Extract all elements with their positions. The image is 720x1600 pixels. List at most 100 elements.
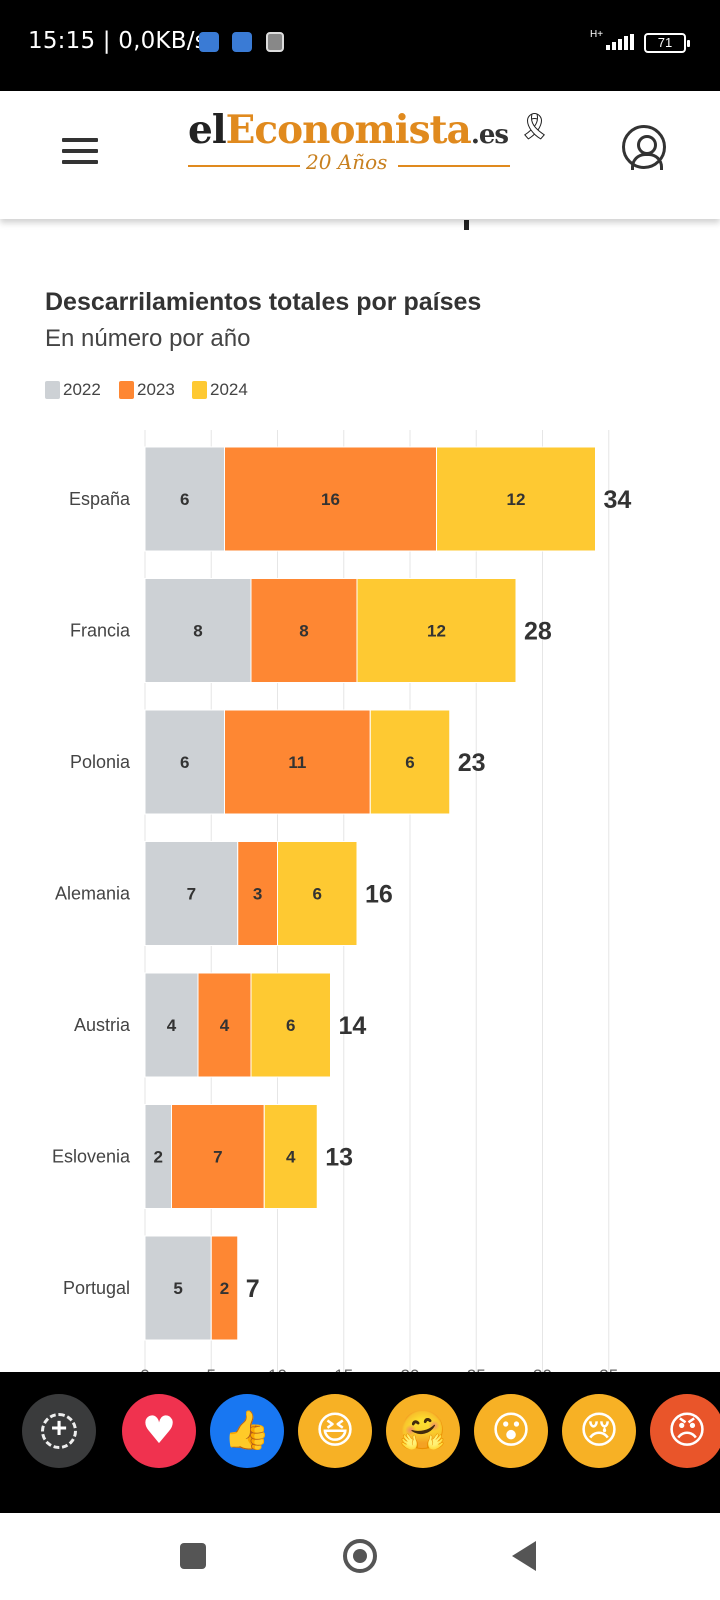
- category-label: Austria: [74, 1015, 131, 1035]
- bar-value-label: 7: [187, 885, 196, 904]
- x-tick-label: 5: [207, 1366, 216, 1372]
- plus-icon: +: [50, 1412, 68, 1443]
- bar-value-label: 2: [220, 1279, 229, 1298]
- crying-face-icon: 😢: [579, 1408, 619, 1452]
- battery-icon: 71: [644, 33, 690, 53]
- recent-apps-button[interactable]: [180, 1543, 206, 1569]
- bar-segment-2023: [171, 1104, 265, 1209]
- laughing-face-icon: 😆: [315, 1408, 355, 1452]
- x-tick-label: 35: [599, 1366, 618, 1372]
- bar-segment-2023: [250, 578, 358, 683]
- bar-total-label: 13: [325, 1144, 353, 1172]
- bar-value-label: 3: [253, 885, 262, 904]
- x-tick-label: 0: [140, 1366, 149, 1372]
- bar-segment-2023: [224, 446, 437, 552]
- chart-title: Descarrilamientos totales por países: [45, 288, 482, 316]
- x-tick-label: 10: [268, 1366, 287, 1372]
- bar-value-label: 8: [193, 622, 202, 641]
- bar-segment-2024: [436, 446, 596, 552]
- love-reaction-button[interactable]: ♥: [122, 1394, 196, 1468]
- bar-chart: 05101520253035España6161234Francia881228…: [52, 430, 632, 1372]
- bar-value-label: 5: [173, 1279, 182, 1298]
- bar-segment-2024: [277, 841, 358, 946]
- signal-icon: [606, 34, 634, 50]
- legend-swatch: [192, 381, 207, 399]
- legend-label: 2023: [137, 380, 175, 399]
- bar-total-label: 7: [246, 1275, 260, 1303]
- bar-segment-2022: [144, 1235, 212, 1341]
- bar-value-label: 11: [288, 753, 306, 772]
- bar-value-label: 6: [180, 753, 189, 772]
- bar-segment-2022: [144, 446, 225, 552]
- like-reaction-button[interactable]: 👍: [210, 1394, 284, 1468]
- bar-segment-2022: [144, 578, 252, 683]
- bar-value-label: 6: [180, 490, 189, 509]
- status-bar: 15:15 | 0,0KB/s H+ 71: [0, 0, 720, 91]
- bar-total-label: 23: [458, 749, 486, 777]
- care-reaction-button[interactable]: 🤗: [386, 1394, 460, 1468]
- bar-total-label: 34: [604, 486, 632, 514]
- bar-value-label: 7: [213, 1148, 222, 1167]
- bar-total-label: 16: [365, 881, 393, 909]
- add-reaction-button[interactable]: +: [22, 1394, 96, 1468]
- x-tick-label: 15: [334, 1366, 353, 1372]
- bar-segment-2022: [144, 841, 239, 946]
- cloud-notification-icon: [199, 32, 219, 52]
- logo-prefix: el: [188, 107, 227, 153]
- bar-value-label: 6: [313, 885, 322, 904]
- bar-value-label: 4: [220, 1016, 230, 1035]
- category-label: Alemania: [55, 884, 131, 904]
- sad-reaction-button[interactable]: 😢: [562, 1394, 636, 1468]
- category-label: España: [69, 489, 131, 509]
- logo-divider: [398, 165, 510, 167]
- wow-reaction-button[interactable]: 😮: [474, 1394, 548, 1468]
- bar-value-label: 12: [427, 622, 446, 641]
- network-type: H+: [590, 29, 604, 40]
- logo-anniversary: 20 Años: [306, 150, 388, 174]
- bar-total-label: 28: [524, 618, 552, 646]
- bar-value-label: 2: [154, 1148, 163, 1167]
- logo-tld: .es: [470, 120, 509, 150]
- haha-reaction-button[interactable]: 😆: [298, 1394, 372, 1468]
- bar-segment-2023: [224, 709, 371, 815]
- bar-segment-2024: [263, 1104, 318, 1209]
- bar-value-label: 16: [321, 490, 340, 509]
- angry-face-icon: 😠: [667, 1408, 707, 1452]
- sim-icon: [266, 32, 284, 52]
- bar-value-label: 6: [405, 753, 414, 772]
- site-header: elEconomista.es 🎗 20 Años: [0, 91, 720, 219]
- navigation-bar: [0, 1513, 720, 1600]
- bar-value-label: 4: [167, 1016, 177, 1035]
- angry-reaction-button[interactable]: 😠: [650, 1394, 720, 1468]
- bar-segment-2022: [144, 709, 225, 815]
- user-account-icon[interactable]: [622, 125, 666, 170]
- cloud-notification-icon: [232, 32, 252, 52]
- bar-segment-2024: [250, 972, 331, 1078]
- legend-swatch: [45, 381, 60, 399]
- mourning-ribbon-icon: 🎗: [518, 111, 552, 141]
- bar-value-label: 4: [286, 1148, 296, 1167]
- category-label: Portugal: [63, 1278, 130, 1298]
- hugging-face-icon: 🤗: [399, 1408, 447, 1452]
- x-tick-label: 20: [401, 1366, 420, 1372]
- bar-value-label: 6: [286, 1016, 295, 1035]
- bar-segment-2023: [210, 1235, 239, 1341]
- bar-segment-2024: [369, 709, 451, 815]
- logo-accent: Economista: [225, 107, 472, 153]
- x-tick-label: 25: [467, 1366, 486, 1372]
- category-label: Eslovenia: [52, 1147, 131, 1167]
- chart-subtitle: En número por año: [45, 325, 251, 352]
- category-label: Polonia: [70, 752, 131, 772]
- home-button[interactable]: [343, 1539, 377, 1573]
- bar-segment-2022: [144, 972, 199, 1078]
- truncated-heading-fragment: [464, 220, 469, 230]
- bar-segment-2023: [197, 972, 252, 1078]
- x-tick-label: 30: [533, 1366, 552, 1372]
- surprised-face-icon: 😮: [491, 1408, 531, 1452]
- status-time: 15:15 | 0,0KB/s: [28, 28, 207, 54]
- back-button[interactable]: [512, 1541, 536, 1571]
- site-logo[interactable]: elEconomista.es 🎗 20 Años: [188, 107, 551, 187]
- category-label: Francia: [70, 621, 131, 641]
- hamburger-menu-icon[interactable]: [62, 138, 98, 166]
